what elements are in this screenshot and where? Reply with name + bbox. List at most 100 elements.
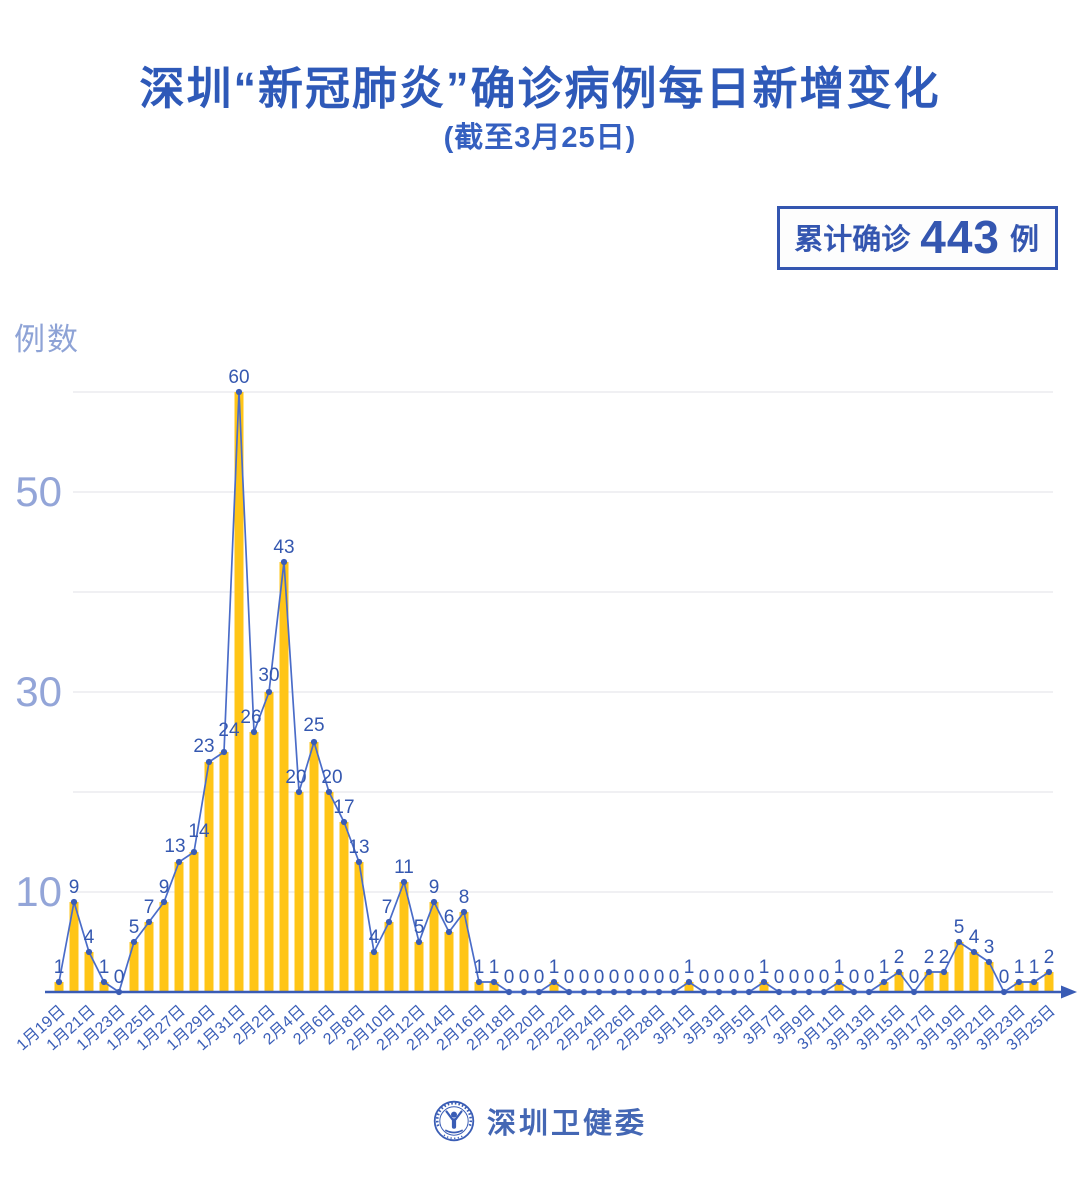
data-point-marker [790,988,798,996]
bar [144,922,154,992]
value-label: 1 [684,957,695,978]
value-label: 1 [834,957,845,978]
data-point-marker [115,988,123,996]
value-label: 1 [1029,957,1040,978]
data-point-marker [985,958,993,966]
data-point-marker [805,988,813,996]
bar [489,982,499,992]
value-label: 0 [504,967,515,988]
data-point-marker [250,728,258,736]
data-point-marker [100,978,108,986]
bar [309,742,319,992]
data-point-marker [235,388,243,396]
value-label: 11 [394,857,414,878]
value-label: 1 [489,957,500,978]
value-label: 1 [1014,957,1025,978]
data-point-marker [310,738,318,746]
data-point-marker [265,688,273,696]
value-label: 0 [804,967,815,988]
value-label: 7 [382,897,393,918]
bar [384,922,394,992]
value-label: 3 [984,937,995,958]
data-point-marker [85,948,93,956]
bar [444,932,454,992]
value-label: 5 [414,917,425,938]
page-title: 深圳“新冠肺炎”确诊病例每日新增变化 [139,63,941,114]
page-subtitle: (截至3月25日) [443,122,637,154]
bar [99,982,109,992]
bar [1029,982,1039,992]
value-label: 1 [759,957,770,978]
bar [969,952,979,992]
data-point-marker [730,988,738,996]
value-label: 2 [1044,947,1055,968]
value-label: 0 [519,967,530,988]
data-point-marker [280,558,288,566]
bar [69,902,79,992]
value-label: 0 [609,967,620,988]
data-point-marker [355,858,363,866]
bar [684,982,694,992]
value-label: 4 [84,927,95,948]
data-point-marker [1015,978,1023,986]
value-label: 0 [729,967,740,988]
data-point-marker [820,988,828,996]
value-label: 2 [939,947,950,968]
value-label: 20 [321,767,342,788]
value-label: 0 [849,967,860,988]
data-point-marker [565,988,573,996]
shenzhen-health-commission-emblem-icon [433,1100,475,1142]
value-label: 0 [789,967,800,988]
data-point-marker [130,938,138,946]
bar [894,972,904,992]
badge-value: 443 [920,211,1000,263]
data-point-marker [700,988,708,996]
bar [159,902,169,992]
data-point-marker [220,748,228,756]
value-label: 0 [114,967,125,988]
value-label: 60 [228,367,249,388]
data-point-marker [640,988,648,996]
bar [759,982,769,992]
data-point-marker [745,988,753,996]
value-label: 0 [564,967,575,988]
data-point-marker [160,898,168,906]
value-label: 9 [69,877,80,898]
value-label: 2 [894,947,905,968]
bar [459,912,469,992]
data-point-marker [325,788,333,796]
value-label: 9 [159,877,170,898]
bar [264,692,274,992]
data-point-marker [955,938,963,946]
bar [414,942,424,992]
bar [399,882,409,992]
badge-prefix: 累计确诊 [794,224,911,256]
value-label: 17 [333,797,354,818]
bar [369,952,379,992]
value-label: 0 [534,967,545,988]
data-point-marker [715,988,723,996]
data-point-marker [70,898,78,906]
bar [339,822,349,992]
data-point-marker [580,988,588,996]
bar [189,852,199,992]
value-label: 0 [624,967,635,988]
value-label: 0 [579,967,590,988]
data-point-marker [655,988,663,996]
value-label: 1 [99,957,110,978]
bar [279,562,289,992]
value-label: 13 [348,837,369,858]
data-point-marker [760,978,768,986]
data-point-marker [850,988,858,996]
data-point-marker [865,988,873,996]
value-label: 1 [54,957,65,978]
value-label: 1 [549,957,560,978]
value-label: 14 [188,821,210,842]
data-point-marker [775,988,783,996]
bar [924,972,934,992]
data-point-marker [880,978,888,986]
bar [939,972,949,992]
value-label: 0 [594,967,605,988]
bar [219,752,229,992]
data-point-marker [520,988,528,996]
